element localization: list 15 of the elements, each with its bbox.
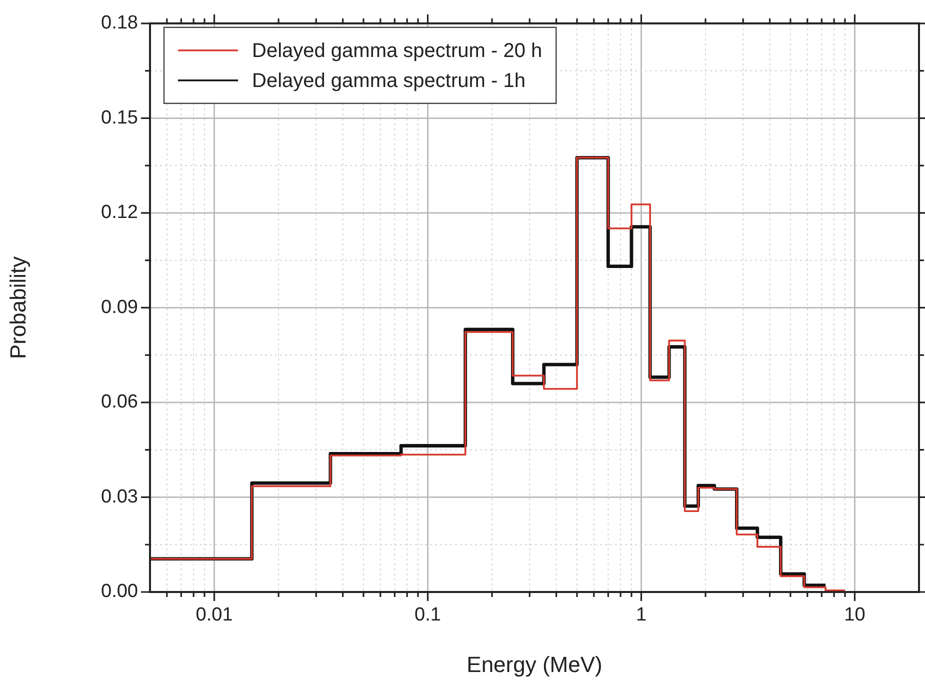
x-tick-label: 0.1 xyxy=(414,604,441,626)
y-tick-label: 0.12 xyxy=(101,202,138,224)
y-tick-label: 0.03 xyxy=(101,486,138,508)
y-tick-label: 0.00 xyxy=(101,581,138,602)
y-tick-label: 0.18 xyxy=(101,12,138,34)
y-tick-label: 0.06 xyxy=(101,392,138,413)
legend-label: Delayed gamma spectrum - 20 h xyxy=(252,40,542,62)
y-axis-title: Probability xyxy=(5,256,30,360)
x-tick-label: 10 xyxy=(844,604,866,626)
y-tick-label: 0.15 xyxy=(101,107,138,128)
x-tick-label: 0.01 xyxy=(196,604,233,626)
y-tick-label: 0.09 xyxy=(101,296,138,318)
x-axis-title: Energy (MeV) xyxy=(466,652,602,677)
legend-label: Delayed gamma spectrum - 1h xyxy=(252,70,526,92)
x-tick-label: 1 xyxy=(636,604,647,626)
